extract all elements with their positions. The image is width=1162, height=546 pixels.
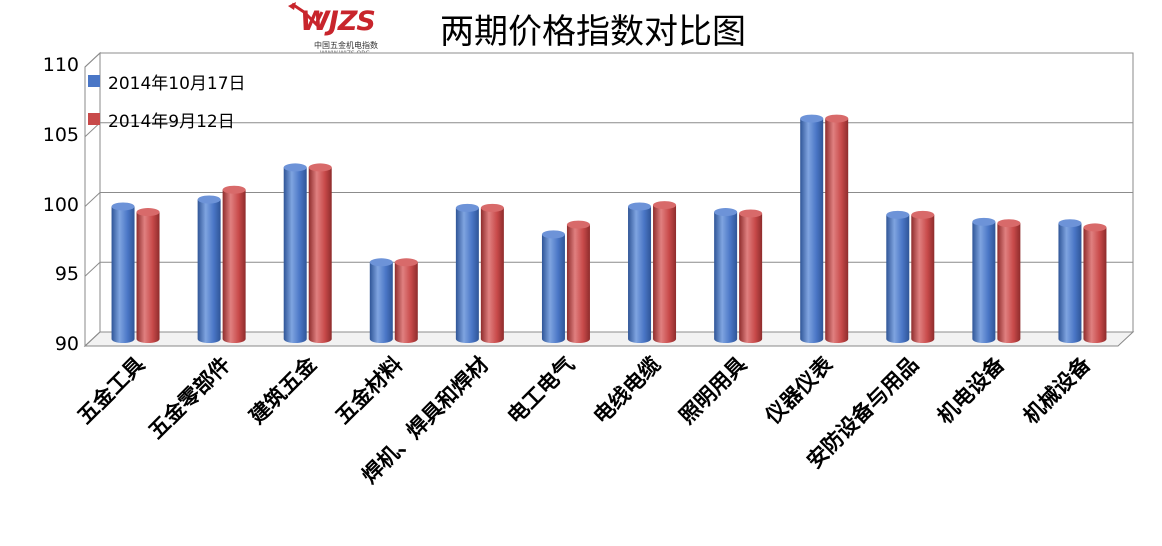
bar-body — [222, 189, 246, 343]
legend-label-series-1: 2014年10月17日 — [108, 73, 246, 94]
bar-1-建筑五金 — [283, 163, 307, 343]
bar-2-五金零部件 — [222, 185, 246, 343]
bar-1-五金材料 — [369, 258, 393, 343]
bar-body — [136, 212, 160, 343]
bar-body — [800, 118, 824, 343]
bar-1-焊机、焊具和焊材 — [455, 203, 479, 343]
y-tick-label: 110 — [42, 54, 79, 76]
chart-title: 两期价格指数对比图 — [440, 12, 746, 52]
grid-layer — [83, 51, 1135, 348]
bar-cap — [222, 185, 246, 194]
bar-cap — [197, 195, 221, 204]
bar-1-五金工具 — [111, 202, 135, 343]
bar-body — [197, 199, 221, 343]
bar-cap — [997, 219, 1021, 228]
bar-cap — [886, 210, 910, 219]
gridline-side — [84, 122, 101, 138]
logo-org-name: 中国五金机电指数 — [314, 41, 378, 50]
y-tick-label: 90 — [54, 333, 79, 355]
gridline-side — [84, 261, 101, 277]
bar-body — [541, 234, 565, 343]
bar-body — [997, 223, 1021, 343]
bar-1-机械设备 — [1058, 219, 1082, 343]
bar-body — [972, 221, 996, 343]
bar-body — [911, 214, 935, 343]
bar-body — [394, 262, 418, 343]
y-tick-label: 105 — [42, 123, 79, 146]
bar-body — [628, 206, 652, 343]
bar-body — [714, 212, 738, 343]
bar-cap — [714, 208, 738, 217]
bar-2-建筑五金 — [308, 163, 332, 343]
bar-cap — [1083, 223, 1107, 232]
bar-cap — [541, 230, 565, 239]
bar-cap — [1058, 219, 1082, 228]
bar-cap — [111, 202, 135, 211]
bar-layer — [111, 114, 1107, 343]
bar-2-五金材料 — [394, 258, 418, 343]
legend-swatch-series-2 — [88, 113, 100, 125]
bar-2-焊机、焊具和焊材 — [480, 203, 504, 343]
bar-cap — [972, 217, 996, 226]
legend-label-series-2: 2014年9月12日 — [108, 111, 235, 132]
bar-body — [653, 205, 677, 343]
logo-mark-text: WJZS — [300, 6, 376, 37]
bar-2-安防设备与用品 — [911, 210, 935, 343]
y-tick-label: 95 — [54, 263, 79, 286]
bar-2-机械设备 — [1083, 223, 1107, 343]
gridline-side — [84, 52, 101, 68]
bar-cap — [480, 203, 504, 212]
bar-2-电线电缆 — [653, 201, 677, 343]
bar-cap — [136, 208, 160, 217]
bar-2-照明用具 — [739, 209, 763, 343]
bar-body — [369, 262, 393, 343]
bar-1-五金零部件 — [197, 195, 221, 343]
bar-cap — [628, 202, 652, 211]
gridline-side — [84, 192, 101, 207]
bar-body — [455, 207, 479, 343]
bar-body — [825, 118, 849, 343]
bar-cap — [308, 163, 332, 172]
bar-body — [308, 167, 332, 343]
legend: 2014年10月17日 2014年9月12日 — [88, 62, 246, 138]
bar-1-安防设备与用品 — [886, 210, 910, 343]
bar-cap — [800, 114, 824, 123]
bar-body — [739, 213, 763, 343]
bar-body — [111, 206, 135, 343]
bar-body — [480, 207, 504, 343]
logo-swoosh-icon — [288, 2, 324, 27]
bar-2-机电设备 — [997, 219, 1021, 343]
bar-cap — [369, 258, 393, 267]
bar-cap — [283, 163, 307, 172]
logo-mark: WJZS — [286, 2, 406, 40]
bar-2-仪器仪表 — [825, 114, 849, 343]
bar-cap — [653, 201, 677, 210]
bar-2-五金工具 — [136, 208, 160, 343]
bar-cap — [825, 114, 849, 123]
bar-body — [1083, 227, 1107, 343]
bar-body — [566, 224, 590, 343]
y-tick-label: 100 — [42, 193, 79, 216]
bar-1-电工电气 — [541, 230, 565, 343]
bar-2-电工电气 — [566, 220, 590, 343]
bar-1-仪器仪表 — [800, 114, 824, 343]
gridline-side — [84, 331, 101, 347]
bar-cap — [394, 258, 418, 267]
bar-1-机电设备 — [972, 217, 996, 343]
bar-cap — [911, 210, 935, 219]
legend-item-series-2: 2014年9月12日 — [88, 100, 246, 138]
bar-cap — [566, 220, 590, 229]
bar-body — [1058, 223, 1082, 343]
bar-1-照明用具 — [714, 208, 738, 343]
bar-1-电线电缆 — [628, 202, 652, 343]
legend-swatch-series-1 — [88, 75, 100, 87]
bar-body — [886, 214, 910, 343]
bar-cap — [739, 209, 763, 218]
legend-item-series-1: 2014年10月17日 — [88, 62, 246, 100]
bar-cap — [455, 203, 479, 212]
bar-body — [283, 167, 307, 343]
